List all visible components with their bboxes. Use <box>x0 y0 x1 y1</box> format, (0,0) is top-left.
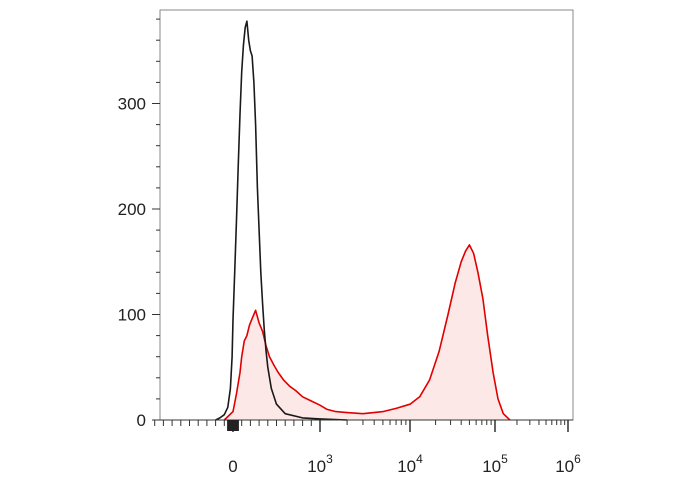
plot-frame <box>159 9 574 421</box>
series-layer <box>215 20 511 421</box>
y-axis: 0 100 200 300 <box>118 18 160 430</box>
series-line-0 <box>223 244 511 421</box>
series-fill-0 <box>224 244 510 420</box>
x-tick-label: 103 <box>307 452 333 476</box>
series-line-1 <box>215 20 348 421</box>
y-tick-label: 100 <box>118 306 146 325</box>
x-tick-label: 106 <box>555 452 581 476</box>
x-tick-label: 0 <box>228 457 237 476</box>
y-tick-label: 300 <box>118 95 146 114</box>
y-tick-label: 200 <box>118 200 146 219</box>
y-tick-label: 0 <box>137 411 146 430</box>
x-tick-label: 104 <box>397 452 423 476</box>
x-tick-label: 105 <box>482 452 508 476</box>
x-axis: 0 103 104 105 106 <box>154 419 581 476</box>
